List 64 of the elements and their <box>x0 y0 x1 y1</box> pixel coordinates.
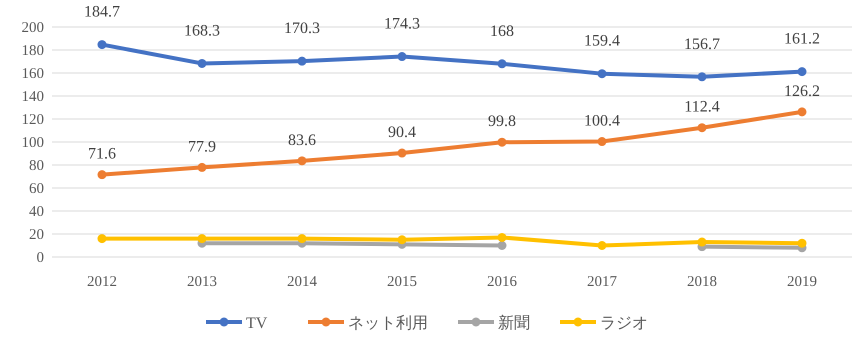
y-tick-label: 0 <box>36 250 44 266</box>
point <box>198 162 206 172</box>
y-tick-label: 40 <box>29 204 44 220</box>
data-label: 161.2 <box>784 30 820 48</box>
y-tick-label: 80 <box>29 158 44 174</box>
point <box>498 241 506 250</box>
data-label: 170.3 <box>284 20 320 38</box>
point <box>498 232 506 242</box>
point <box>98 40 106 50</box>
y-tick-label: 180 <box>22 43 44 59</box>
point <box>698 123 706 132</box>
data-label: 159.4 <box>584 32 620 50</box>
point <box>598 137 606 146</box>
data-label: 126.2 <box>784 82 820 100</box>
point <box>598 241 606 250</box>
y-tick-label: 20 <box>29 227 44 243</box>
point <box>298 56 306 66</box>
data-label: 100.4 <box>584 112 620 130</box>
x-tick-label: 2016 <box>487 274 518 290</box>
data-label: 71.6 <box>88 146 116 163</box>
point <box>798 107 806 116</box>
point <box>98 170 106 180</box>
data-label: 90.4 <box>388 124 416 142</box>
point <box>198 234 206 244</box>
data-label: 156.7 <box>684 36 720 53</box>
legend-label: ラジオ <box>600 315 648 332</box>
legend-label: TV <box>246 315 268 332</box>
data-label: 174.3 <box>384 16 420 33</box>
data-label: 168.3 <box>184 22 220 40</box>
data-label: 83.6 <box>288 132 316 149</box>
legend-label: ネット利用 <box>348 314 428 332</box>
point <box>398 148 406 158</box>
point <box>498 59 506 68</box>
point <box>398 52 406 62</box>
point <box>698 72 706 82</box>
point <box>298 234 306 244</box>
x-tick-label: 2019 <box>787 274 817 290</box>
y-tick-label: 100 <box>22 135 44 151</box>
point <box>798 67 806 76</box>
data-label: 168 <box>490 22 514 40</box>
point <box>598 69 606 78</box>
x-tick-label: 2015 <box>387 274 417 290</box>
point <box>398 235 406 244</box>
data-label: 99.8 <box>488 113 516 130</box>
data-label: 184.7 <box>84 4 120 21</box>
y-tick-label: 160 <box>22 66 44 82</box>
x-tick-label: 2012 <box>87 274 117 290</box>
y-tick-label: 120 <box>22 112 44 128</box>
point <box>798 238 806 248</box>
point <box>698 238 706 247</box>
point <box>498 138 506 147</box>
x-tick-label: 2013 <box>187 274 217 290</box>
point <box>298 156 306 166</box>
x-tick-label: 2014 <box>287 274 318 290</box>
x-tick-label: 2017 <box>587 274 618 290</box>
y-tick-label: 60 <box>29 181 44 197</box>
point <box>198 58 206 68</box>
x-tick-label: 2018 <box>687 274 717 290</box>
y-tick-label: 140 <box>22 89 44 105</box>
data-label: 77.9 <box>188 138 216 156</box>
point <box>98 234 106 244</box>
data-label: 112.4 <box>684 98 720 116</box>
legend-label: 新聞 <box>498 314 530 332</box>
y-tick-label: 200 <box>22 20 44 36</box>
